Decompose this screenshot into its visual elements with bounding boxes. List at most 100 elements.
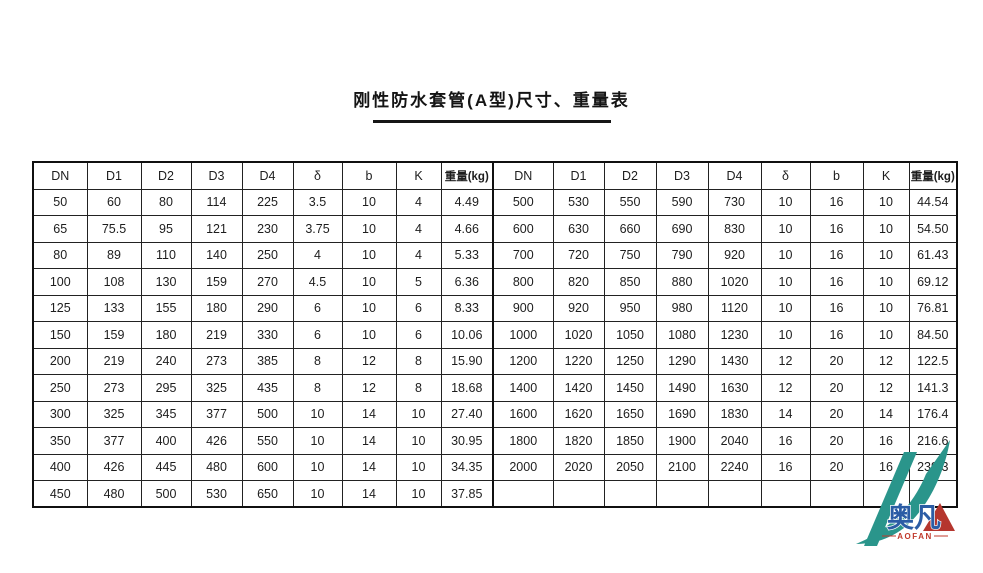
table-cell: 900 bbox=[492, 294, 554, 322]
table-cell: 400 bbox=[32, 453, 88, 481]
table-cell: 480 bbox=[86, 480, 142, 508]
table-cell: 10 bbox=[292, 400, 343, 428]
table-header-row: DN D1 D2 D3 D4 δ b K 重量(kg) DN D1 D2 D3 D4 δ b K 重量(kg) bbox=[32, 161, 958, 190]
table-cell: 200 bbox=[32, 347, 88, 375]
table-cell: 1690 bbox=[655, 400, 709, 428]
table-cell: 6 bbox=[395, 294, 442, 322]
table-cell: 61.43 bbox=[908, 241, 958, 269]
table-cell: 10 bbox=[395, 427, 442, 455]
col-header-left-5: D4 bbox=[241, 161, 294, 190]
table-cell bbox=[809, 480, 864, 508]
table-cell: 720 bbox=[552, 241, 605, 269]
table-cell: 1430 bbox=[707, 347, 762, 375]
table-cell: 16 bbox=[809, 241, 864, 269]
table-cell: 1250 bbox=[603, 347, 657, 375]
table-cell: 5.33 bbox=[440, 241, 494, 269]
table-row: 350 377 400 426 550 10 14 10 30.95 1800 1820 1850 19… bbox=[32, 427, 958, 455]
table-cell: 15.90 bbox=[440, 347, 494, 375]
table-cell: 550 bbox=[603, 188, 657, 216]
table-cell: 10 bbox=[395, 400, 442, 428]
table-cell: 16 bbox=[760, 427, 811, 455]
page-title: 刚性防水套管(A型)尺寸、重量表 bbox=[353, 91, 630, 110]
table-cell: 10 bbox=[341, 294, 397, 322]
dimension-weight-table: DN D1 D2 D3 D4 δ b K 重量(kg) DN D1 D2 D3 D4 δ b K 重量(kg) 5… bbox=[32, 161, 958, 508]
table-cell: 10 bbox=[395, 453, 442, 481]
table-cell: 140 bbox=[190, 241, 243, 269]
table-cell: 6 bbox=[395, 321, 442, 349]
table-cell: 345 bbox=[140, 400, 192, 428]
table-cell: 590 bbox=[655, 188, 709, 216]
table-cell: 2040 bbox=[707, 427, 762, 455]
table-cell: 141.3 bbox=[908, 374, 958, 402]
table-cell: 176.4 bbox=[908, 400, 958, 428]
table-cell bbox=[707, 480, 762, 508]
table-cell: 980 bbox=[655, 294, 709, 322]
table-cell: 14 bbox=[341, 453, 397, 481]
table-row: 200 219 240 273 385 8 12 8 15.90 1200 1220 1250 1290… bbox=[32, 347, 958, 375]
table-cell: 10 bbox=[395, 480, 442, 508]
table-cell: 54.50 bbox=[908, 215, 958, 243]
table-cell: 37.85 bbox=[440, 480, 494, 508]
table-cell: 450 bbox=[32, 480, 88, 508]
table-cell: 14 bbox=[760, 400, 811, 428]
table-cell: 10 bbox=[760, 268, 811, 296]
table-cell: 30.95 bbox=[440, 427, 494, 455]
table-cell: 8.33 bbox=[440, 294, 494, 322]
table-cell: 150 bbox=[32, 321, 88, 349]
table-cell: 108 bbox=[86, 268, 142, 296]
table-cell: 114 bbox=[190, 188, 243, 216]
table-cell: 10 bbox=[862, 188, 910, 216]
table-cell: 650 bbox=[241, 480, 294, 508]
table-cell: 125 bbox=[32, 294, 88, 322]
table-cell: 500 bbox=[140, 480, 192, 508]
table-cell: 700 bbox=[492, 241, 554, 269]
table-row: 65 75.5 95 121 230 3.75 10 4 4.66 600 630 660 690 830… bbox=[32, 215, 958, 243]
table-cell: 1000 bbox=[492, 321, 554, 349]
table-cell: 2020 bbox=[552, 453, 605, 481]
col-header-left-1: DN bbox=[32, 161, 88, 190]
table-cell: 10 bbox=[760, 321, 811, 349]
table-cell: 14 bbox=[341, 400, 397, 428]
table-cell: 76.81 bbox=[908, 294, 958, 322]
table-cell: 16 bbox=[760, 453, 811, 481]
table-cell: 1400 bbox=[492, 374, 554, 402]
table-cell: 1220 bbox=[552, 347, 605, 375]
table-cell: 1450 bbox=[603, 374, 657, 402]
table-cell: 10 bbox=[341, 268, 397, 296]
col-header-right-3: D2 bbox=[603, 161, 657, 190]
table-cell: 110 bbox=[140, 241, 192, 269]
table-cell: 6.36 bbox=[440, 268, 494, 296]
table-row: 450 480 500 530 650 10 14 10 37.85 bbox=[32, 480, 958, 508]
table-cell: 10 bbox=[292, 453, 343, 481]
table-cell: 180 bbox=[140, 321, 192, 349]
table-row: 50 60 80 114 225 3.5 10 4 4.49 500 530 550 590 730 10 1… bbox=[32, 188, 958, 216]
table-cell: 10 bbox=[862, 294, 910, 322]
table-cell: 16 bbox=[809, 321, 864, 349]
table-cell: 34.35 bbox=[440, 453, 494, 481]
table-cell: 12 bbox=[341, 347, 397, 375]
table-cell: 1830 bbox=[707, 400, 762, 428]
table-cell: 630 bbox=[552, 215, 605, 243]
table-cell: 426 bbox=[190, 427, 243, 455]
table-cell bbox=[655, 480, 709, 508]
table-cell: 159 bbox=[190, 268, 243, 296]
table-cell: 133 bbox=[86, 294, 142, 322]
table-cell: 12 bbox=[862, 347, 910, 375]
table-cell bbox=[603, 480, 657, 508]
table-cell: 295 bbox=[140, 374, 192, 402]
col-header-right-8: K bbox=[862, 161, 910, 190]
table-cell: 1900 bbox=[655, 427, 709, 455]
table-cell: 180 bbox=[190, 294, 243, 322]
table-cell: 75.5 bbox=[86, 215, 142, 243]
col-header-left-6: δ bbox=[292, 161, 343, 190]
table-cell: 800 bbox=[492, 268, 554, 296]
table-cell: 10 bbox=[341, 321, 397, 349]
table-cell: 1630 bbox=[707, 374, 762, 402]
col-header-right-7: b bbox=[809, 161, 864, 190]
table-cell: 121 bbox=[190, 215, 243, 243]
table-cell: 10 bbox=[341, 241, 397, 269]
table-cell: 385 bbox=[241, 347, 294, 375]
table-cell: 27.40 bbox=[440, 400, 494, 428]
logo-text-en: AOFAN bbox=[897, 532, 933, 541]
